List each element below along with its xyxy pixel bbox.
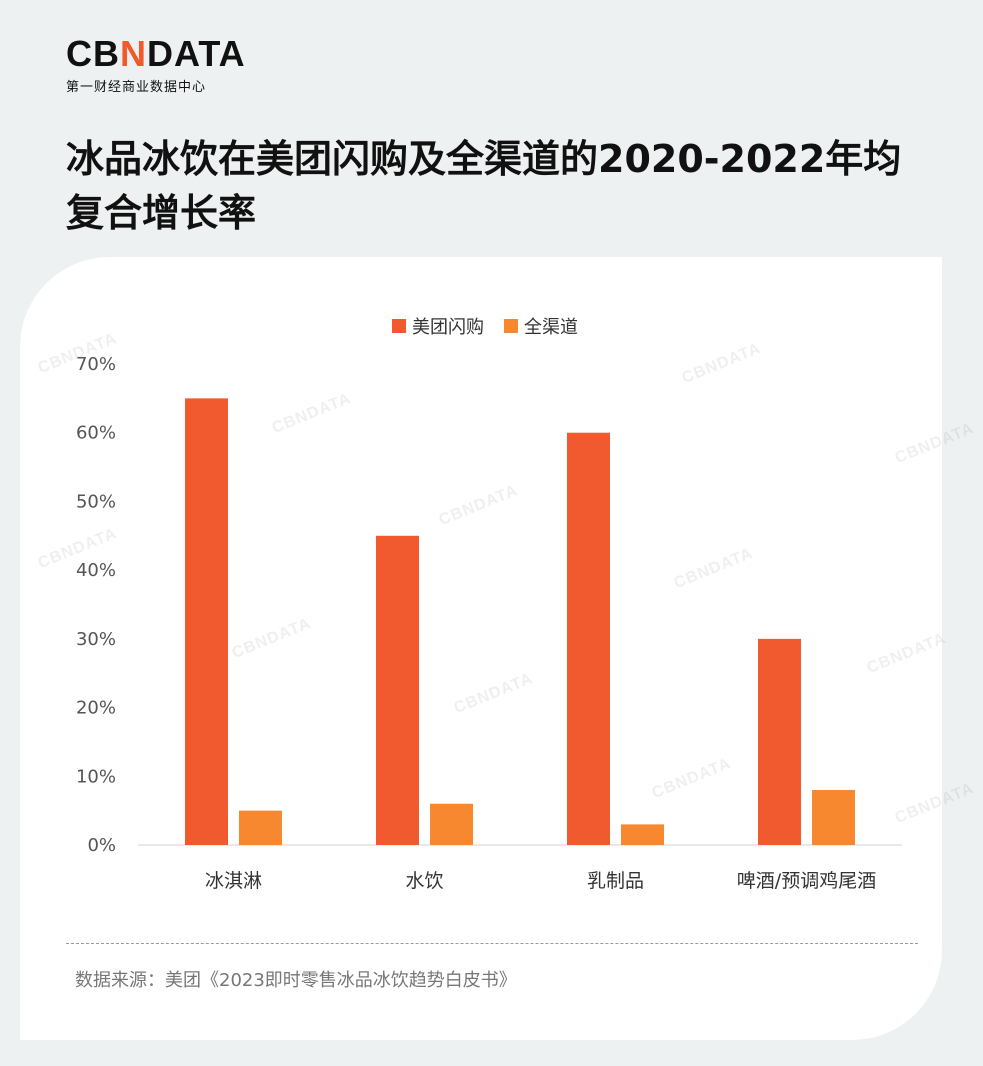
- x-tick-label: 冰淇淋: [205, 870, 262, 892]
- y-tick-label: 50%: [76, 491, 116, 512]
- legend-item: 美团闪购: [392, 313, 484, 339]
- source-note: 数据来源：美团《2023即时零售冰品冰饮趋势白皮书》: [75, 970, 517, 991]
- logo-wordmark: CBNDATA: [66, 33, 246, 74]
- logo-subtitle: 第一财经商业数据中心: [66, 80, 207, 95]
- bar-series-1: [185, 398, 228, 845]
- bar-series-1: [567, 432, 610, 845]
- x-tick-label: 乳制品: [587, 870, 644, 892]
- y-tick-label: 30%: [76, 629, 116, 650]
- y-tick-label: 10%: [76, 766, 116, 787]
- chart-legend: 美团闪购 全渠道: [392, 313, 578, 339]
- x-tick-label: 水饮: [405, 870, 443, 892]
- y-tick-label: 20%: [76, 698, 116, 719]
- legend-item: 全渠道: [504, 313, 578, 339]
- brand-logo: CBNDATA 第一财经商业数据中心: [66, 33, 246, 96]
- legend-swatch: [392, 319, 406, 333]
- bar-series-1: [376, 535, 419, 845]
- divider: [66, 943, 918, 944]
- x-tick-label: 啤酒/预调鸡尾酒: [737, 870, 876, 892]
- legend-swatch: [504, 319, 518, 333]
- bar-series-1: [758, 638, 801, 845]
- legend-label: 全渠道: [524, 317, 578, 338]
- y-tick-label: 40%: [76, 560, 116, 581]
- y-tick-label: 0%: [87, 835, 116, 856]
- page-title: 冰品冰饮在美团闪购及全渠道的2020-2022年均复合增长率: [66, 137, 902, 235]
- bar-series-2: [621, 824, 664, 845]
- bar-series-2: [430, 803, 473, 845]
- legend-label: 美团闪购: [412, 317, 484, 338]
- y-tick-label: 60%: [76, 423, 116, 444]
- y-tick-label: 70%: [76, 354, 116, 375]
- bar-series-2: [812, 790, 855, 845]
- bar-series-2: [239, 810, 282, 845]
